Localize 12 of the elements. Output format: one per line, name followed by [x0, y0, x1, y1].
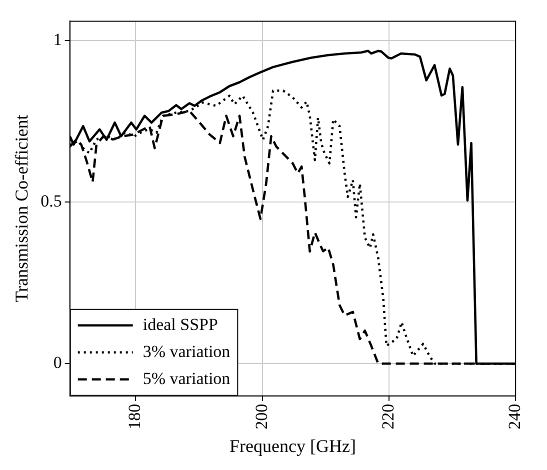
- legend-label: 3% variation: [142, 342, 231, 361]
- y-tick-label: 0: [53, 353, 62, 372]
- x-tick-label: 180: [125, 404, 144, 430]
- y-axis-title: Transmission Co-efficient: [12, 114, 32, 302]
- y-tick-label: 0.5: [40, 192, 62, 211]
- x-axis-title: Frequency [GHz]: [230, 436, 356, 456]
- x-tick-label: 220: [378, 404, 398, 430]
- legend-label: 5% variation: [142, 368, 231, 388]
- legend-label: ideal SSPP: [142, 314, 218, 334]
- y-tick-label: 1: [53, 30, 62, 50]
- x-tick-label: 200: [252, 404, 271, 430]
- x-tick-label: 240: [505, 404, 524, 430]
